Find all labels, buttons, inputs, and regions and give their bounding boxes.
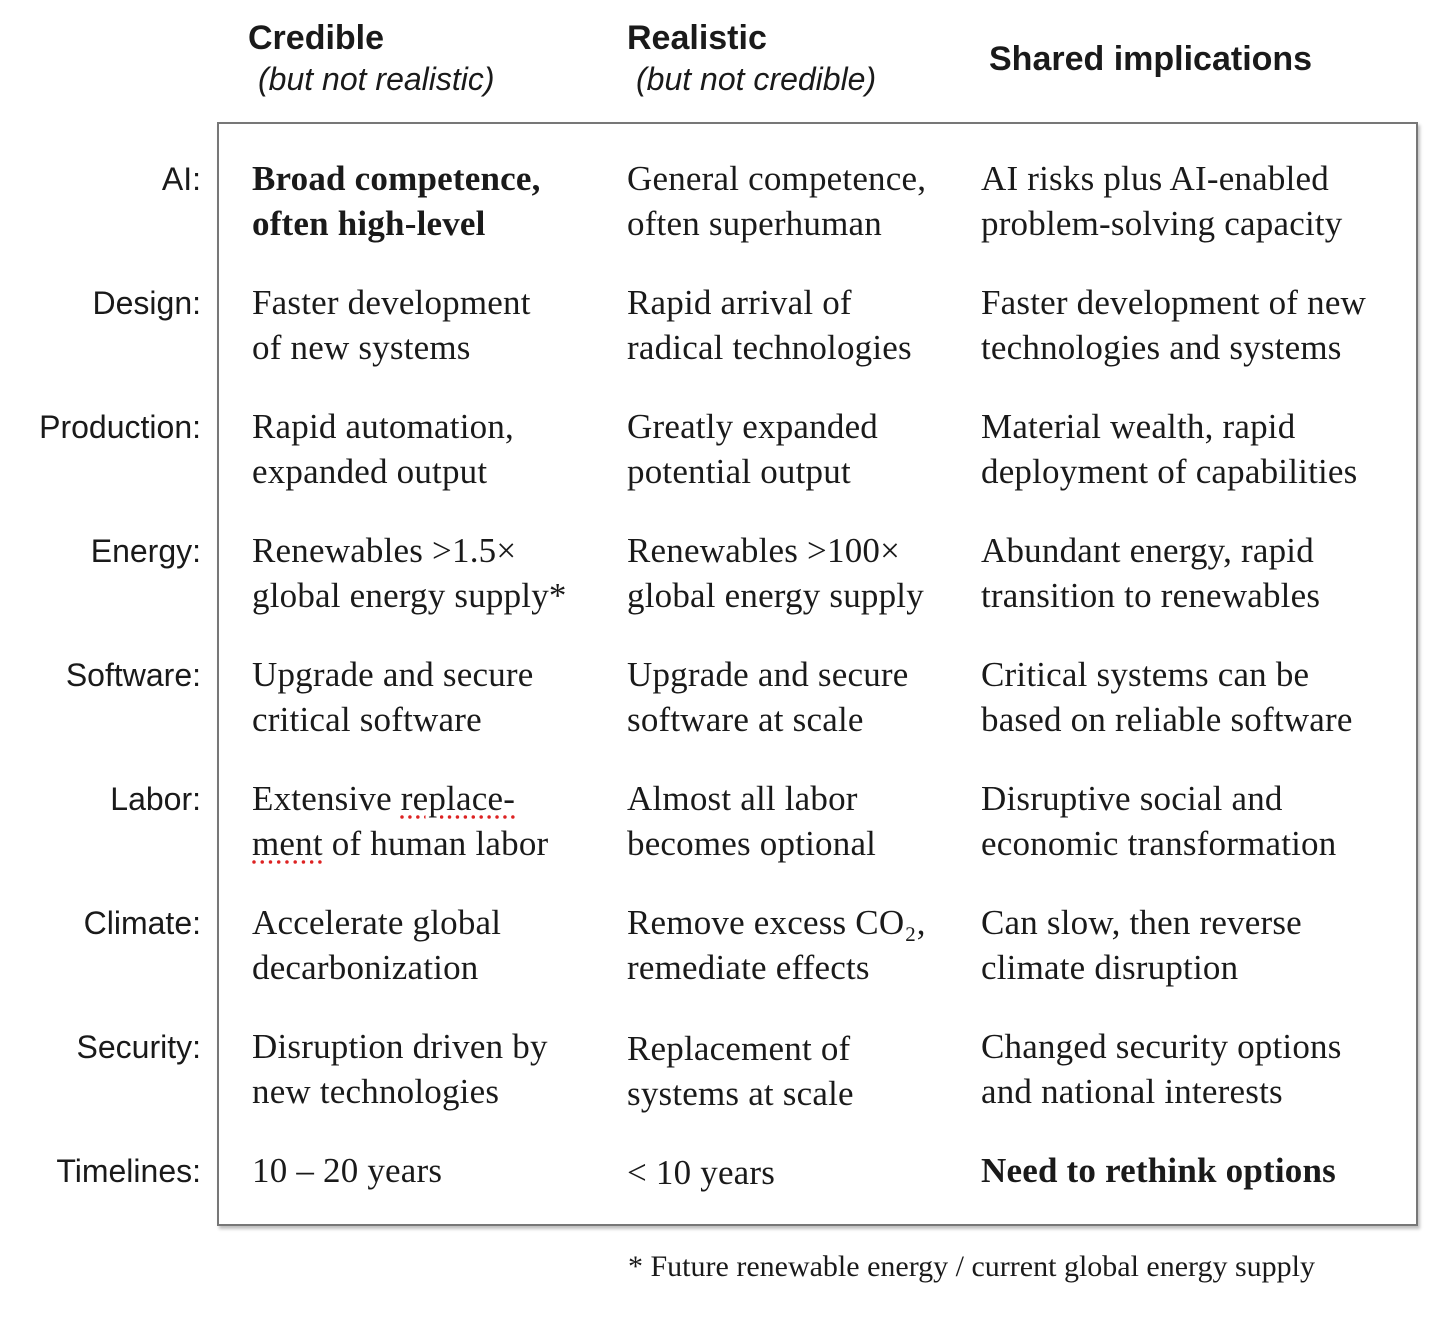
row-label-labor: Labor: xyxy=(110,781,201,817)
cell-energy-credible: Renewables >1.5× global energy supply* xyxy=(252,531,567,615)
cell-climate-shared: Can slow, then reverse climate disruptio… xyxy=(981,903,1302,987)
cell-climate-realistic: Remove excess CO₂, remediate effects xyxy=(627,903,926,987)
cell-design-shared: Faster development of new technologies a… xyxy=(981,283,1367,367)
column-header-credible: Credible xyxy=(248,19,385,57)
row-label-design: Design: xyxy=(92,285,202,321)
cell-labor-credible-text-2: of human labor xyxy=(322,824,549,863)
cell-security-realistic: Replacement of systems at scale xyxy=(627,1029,854,1113)
spelling-flag-ment: ment xyxy=(252,824,323,863)
cell-software-shared: Critical systems can be based on reliabl… xyxy=(981,655,1353,739)
cell-production-shared: Material wealth, rapid deployment of cap… xyxy=(981,407,1358,491)
cell-labor-realistic: Almost all labor becomes optional xyxy=(627,779,877,863)
cell-timelines-credible: 10 – 20 years xyxy=(252,1151,443,1190)
row-label-ai: AI: xyxy=(161,161,201,197)
cell-timelines-realistic: < 10 years xyxy=(627,1153,776,1192)
column-header-shared-implications: Shared implications xyxy=(989,40,1313,78)
cell-design-credible: Faster development of new systems xyxy=(252,283,531,367)
table-frame xyxy=(217,122,1418,1226)
cell-energy-realistic: Renewables >100× global energy supply xyxy=(627,531,924,615)
row-label-security: Security: xyxy=(76,1029,201,1065)
cell-labor-credible-text-1: Extensive xyxy=(252,779,401,818)
row-label-production: Production: xyxy=(39,409,201,445)
column-subheader-credible: (but not realistic) xyxy=(258,61,495,97)
row-label-software: Software: xyxy=(65,657,201,693)
row-label-timelines: Timelines: xyxy=(56,1153,201,1189)
cell-climate-credible: Accelerate global decarbonization xyxy=(252,903,502,987)
cell-labor-credible: Extensive replace-ment of human labor xyxy=(252,776,612,866)
cell-ai-shared: AI risks plus AI-enabled problem-solving… xyxy=(981,159,1343,243)
cell-design-realistic: Rapid arrival of radical technologies xyxy=(627,283,912,367)
column-subheader-realistic: (but not credible) xyxy=(636,61,877,97)
cell-software-realistic: Upgrade and secure software at scale xyxy=(627,655,909,739)
column-header-realistic: Realistic xyxy=(627,19,767,57)
spelling-flag-replace: replace- xyxy=(400,779,516,818)
row-label-energy: Energy: xyxy=(90,533,201,569)
row-label-climate: Climate: xyxy=(83,905,201,941)
cell-production-realistic: Greatly expanded potential output xyxy=(627,407,879,491)
cell-labor-shared: Disruptive social and economic transform… xyxy=(981,779,1337,863)
cell-production-credible: Rapid automation, expanded output xyxy=(252,407,514,491)
cell-ai-realistic: General competence, often superhuman xyxy=(627,159,927,243)
cell-ai-credible: Broad competence, often high-level xyxy=(252,159,541,243)
cell-energy-shared: Abundant energy, rapid transition to ren… xyxy=(981,531,1321,615)
cell-security-shared: Changed security options and national in… xyxy=(981,1027,1342,1111)
cell-timelines-shared: Need to rethink options xyxy=(981,1151,1336,1190)
footnote: * Future renewable energy / current glob… xyxy=(628,1250,1316,1283)
cell-security-credible: Disruption driven by new technologies xyxy=(252,1027,548,1111)
cell-software-credible: Upgrade and secure critical software xyxy=(252,655,534,739)
